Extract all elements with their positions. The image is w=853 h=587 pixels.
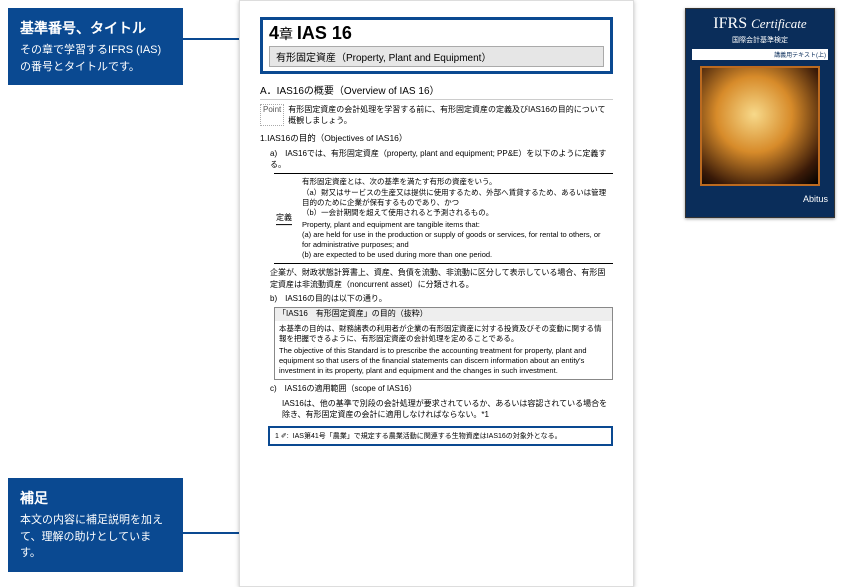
book-brand: Abitus xyxy=(692,194,828,204)
book-title-main: IFRS xyxy=(713,15,747,32)
def-en-2: (a) are held for use in the production o… xyxy=(302,230,611,250)
callout-header-body: その章で学習するIFRS (IAS)の番号とタイトルです。 xyxy=(20,42,171,75)
item-c-lead: c) IAS16の適用範囲（scope of IAS16） xyxy=(270,383,613,394)
item-b-lead: b) IAS16の目的は以下の通り。 xyxy=(270,293,613,304)
footnote-box: 1 ✐: IAS第41号「農業」で規定する農業活動に関連する生物資産はIAS16… xyxy=(268,426,613,446)
chapter-number-line: 4章 IAS 16 xyxy=(269,23,604,44)
def-jp-1: 有形固定資産とは、次の基準を満たす有形の資産をいう。 xyxy=(302,177,611,187)
point-text: 有形固定資産の会計処理を学習する前に、有形固定資産の定義及びIAS16の目的につ… xyxy=(288,104,613,126)
chapter-suffix: 章 xyxy=(279,26,293,42)
footnote-text: IAS第41号「農業」で規定する農業活動に関連する生物資産はIAS16の対象外と… xyxy=(293,431,562,441)
book-bar: 講義用テキスト(上) xyxy=(692,49,828,60)
callout-footnote: 補足 本文の内容に補足説明を加えて、理解の助けとしています。 xyxy=(8,478,183,572)
def-en-1: Property, plant and equipment are tangib… xyxy=(302,220,611,230)
objective-jp: 本基準の目的は、財務諸表の利用者が企業の有形固定資産に対する投資及びその変動に関… xyxy=(279,324,608,344)
subhead-1: 1.IAS16の目的（Objectives of IAS16） xyxy=(260,132,613,144)
objective-box: 「IAS16 有形固定資産」の目的（抜粋） 本基準の目的は、財務諸表の利用者が企… xyxy=(274,307,613,380)
def-jp-2: （a）財又はサービスの生産又は提供に使用するため、外部へ賃貸するため、あるいは管… xyxy=(302,188,611,208)
book-title: IFRS Certificate xyxy=(692,15,828,33)
callout-header-title: 基準番号、タイトル xyxy=(20,18,171,38)
footnote-mark: 1 ✐: xyxy=(275,432,289,440)
definition-label: 定義 xyxy=(276,213,292,225)
def-en-3: (b) are expected to be used during more … xyxy=(302,250,611,260)
item-c-body: IAS16は、他の基準で別段の会計処理が要求されているか、あるいは容認されている… xyxy=(282,398,613,420)
book-subtitle: 国際会計基準検定 xyxy=(692,35,828,45)
callout-footnote-title: 補足 xyxy=(20,488,171,508)
document-page: 4章 IAS 16 有形固定資産（Property, Plant and Equ… xyxy=(239,0,634,587)
point-label: Point xyxy=(260,104,284,126)
book-title-sub: Certificate xyxy=(751,16,807,31)
para-after-def: 企業が、財政状態計算書上、資産、負債を流動、非流動に区分して表示している場合、有… xyxy=(270,267,613,289)
chapter-code: IAS 16 xyxy=(297,23,352,43)
item-a-lead: a) IAS16では、有形固定資産（property, plant and eq… xyxy=(270,148,613,170)
callout-footnote-body: 本文の内容に補足説明を加えて、理解の助けとしています。 xyxy=(20,512,171,562)
definition-box: 定義 有形固定資産とは、次の基準を満たす有形の資産をいう。 （a）財又はサービス… xyxy=(274,173,613,264)
point-row: Point 有形固定資産の会計処理を学習する前に、有形固定資産の定義及びIAS1… xyxy=(260,104,613,126)
chapter-subtitle: 有形固定資産（Property, Plant and Equipment） xyxy=(269,46,604,67)
book-globe-image xyxy=(700,66,820,186)
def-jp-3: （b）一会計期間を超えて使用されると予測されるもの。 xyxy=(302,208,611,218)
objective-title: 「IAS16 有形固定資産」の目的（抜粋） xyxy=(275,308,612,321)
book-cover: IFRS Certificate 国際会計基準検定 講義用テキスト(上) Abi… xyxy=(685,8,835,218)
objective-en: The objective of this Standard is to pre… xyxy=(279,346,608,376)
chapter-header: 4章 IAS 16 有形固定資産（Property, Plant and Equ… xyxy=(260,17,613,74)
callout-header: 基準番号、タイトル その章で学習するIFRS (IAS)の番号とタイトルです。 xyxy=(8,8,183,85)
chapter-number: 4 xyxy=(269,23,279,43)
section-a-title: A．IAS16の概要（Overview of IAS 16） xyxy=(260,82,613,100)
